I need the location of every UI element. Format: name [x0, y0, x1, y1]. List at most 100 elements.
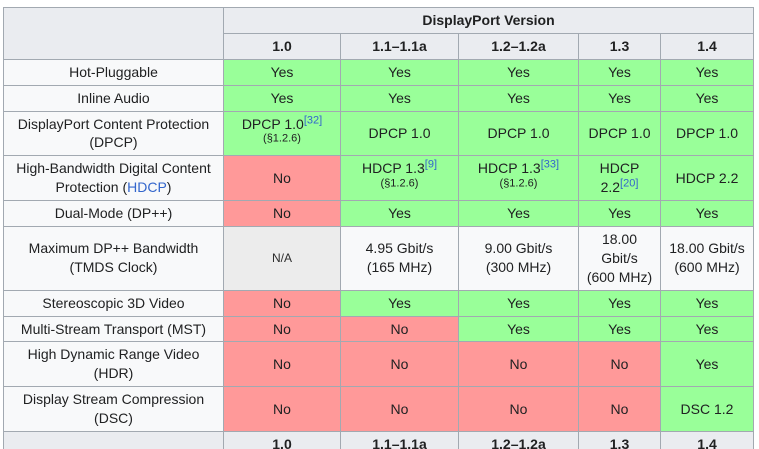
status-cell: No — [223, 200, 341, 228]
reference-link[interactable]: [20] — [620, 177, 639, 190]
version-header: 1.2–1.2a — [458, 32, 579, 60]
table-row: Inline Audio Yes Yes Yes Yes Yes — [3, 84, 755, 112]
status-cell: Yes — [458, 58, 579, 86]
status-cell: Yes — [458, 315, 579, 343]
status-cell: HDCP 1.3[9] (§1.2.6) — [340, 155, 459, 202]
status-cell: Yes — [458, 289, 579, 317]
cell-value: Yes — [388, 294, 411, 311]
section-note-sup: (§1.2.6) — [380, 177, 419, 190]
version-header-row-bottom: 1.0 1.1–1.1a 1.2–1.2a 1.3 1.4 — [3, 431, 755, 449]
cell-value: DPCP 1.0 — [368, 125, 431, 141]
cell-value: DPCP 1.0 — [241, 115, 304, 132]
version-header-row-top: 1.0 1.1–1.1a 1.2–1.2a 1.3 1.4 — [4, 32, 755, 60]
cell-value: Yes — [507, 89, 530, 106]
table-title-row: DisplayPort Version — [3, 7, 755, 60]
cell-value: No — [610, 355, 629, 372]
cell-value: No — [390, 400, 409, 417]
version-header: 1.3 — [578, 32, 661, 60]
cell-value-line2: (165 MHz) — [366, 259, 433, 276]
cell-value: No — [273, 169, 291, 186]
corner-cell-bottom — [3, 431, 224, 449]
status-cell: Yes — [340, 200, 459, 228]
cell-value: Yes — [608, 63, 631, 80]
cell-value: Yes — [695, 355, 719, 372]
status-cell: No — [578, 386, 661, 433]
section-note-sup: (§1.2.6) — [499, 177, 538, 190]
cell-value: Yes — [507, 63, 530, 80]
table-title-top: DisplayPort Version — [222, 7, 755, 34]
cell-value: Yes — [388, 205, 411, 222]
reference-link[interactable]: [32] — [303, 113, 323, 126]
row-label: Inline Audio — [3, 84, 224, 112]
cell-value: DSC 1.2 — [680, 400, 734, 417]
status-cell: 18.00 Gbit/s (600 MHz) — [578, 226, 661, 291]
reference-link[interactable]: [33] — [540, 158, 560, 171]
cell-value: HDCP 1.3 — [477, 160, 541, 177]
status-cell: No — [458, 386, 579, 433]
cell-value-line2: (300 MHz) — [485, 259, 552, 276]
cell-value: Yes — [695, 63, 719, 80]
status-cell: Yes — [578, 200, 661, 228]
status-cell: HDCP 1.3[33](§1.2.6) — [458, 155, 579, 202]
cell-value: No — [273, 400, 291, 417]
cell-value: Yes — [608, 205, 631, 222]
status-cell: No — [223, 341, 341, 388]
cell-value: DPCP 1.0 — [487, 125, 550, 141]
row-label: Multi-Stream Transport (MST) — [3, 315, 224, 343]
status-cell: No — [223, 289, 341, 317]
table-row: Stereoscopic 3D Video No Yes Yes Yes Yes — [3, 289, 755, 317]
cell-value: No — [610, 400, 629, 417]
version-header: 1.1–1.1a — [340, 431, 459, 449]
row-label: Hot-Pluggable — [3, 58, 224, 86]
status-cell: Yes — [458, 84, 579, 112]
status-cell: Yes — [340, 289, 459, 317]
version-header: 1.0 — [223, 431, 341, 449]
hdcp-link[interactable]: HDCP — [127, 179, 167, 196]
cell-value: Yes — [388, 63, 411, 80]
cell-value: DPCP 1.0 — [676, 125, 739, 141]
status-cell: Yes — [578, 84, 661, 112]
status-cell: Yes — [578, 58, 661, 86]
version-header: 1.4 — [659, 32, 755, 60]
status-cell: HDCP 2.2 — [659, 155, 755, 202]
cell-value: 4.95 Gbit/s — [365, 240, 434, 257]
cell-value: 18.00 Gbit/s — [669, 240, 745, 257]
cell-value: HDCP 2.2 — [675, 169, 739, 186]
cell-value: No — [273, 320, 291, 337]
status-cell: DSC 1.2 — [659, 386, 755, 433]
cell-value: DPCP 1.0 — [588, 125, 651, 141]
status-cell: Yes — [223, 58, 341, 86]
reference-link[interactable]: [9] — [424, 158, 437, 171]
cell-value: Yes — [608, 89, 631, 106]
status-cell: No — [578, 341, 661, 388]
table-row: Maximum DP++ Bandwidth (TMDS Clock) N/A 4.… — [3, 226, 755, 291]
status-cell: DPCP 1.0 — [458, 110, 579, 157]
table-row: Multi-Stream Transport (MST) No No Yes Yes Ye… — [3, 315, 755, 343]
status-cell: Yes — [659, 200, 755, 228]
status-cell: Yes — [659, 58, 755, 86]
table-row: Dual-Mode (DP++) No Yes Yes Yes Yes — [3, 200, 755, 228]
cell-value: Yes — [695, 294, 719, 311]
cell-value: 18.00 Gbit/s — [601, 231, 638, 266]
status-cell: N/A — [223, 226, 341, 291]
status-cell: HDCP 2.2[20] — [578, 155, 661, 202]
status-cell: 9.00 Gbit/s (300 MHz) — [458, 226, 579, 291]
status-cell: Yes — [659, 315, 755, 343]
cell-value: Yes — [695, 89, 719, 106]
status-cell: Yes — [659, 341, 755, 388]
displayport-version-table: DisplayPort Version 1.0 1.1–1.1a 1.2–1.2a 1… — [3, 7, 755, 449]
version-header: 1.4 — [659, 431, 755, 449]
status-cell: Yes — [659, 289, 755, 317]
status-cell: Yes — [659, 84, 755, 112]
reference-sup: [20] — [620, 178, 638, 190]
cell-value: Yes — [608, 320, 631, 337]
row-label: Stereoscopic 3D Video — [3, 289, 224, 317]
row-label: Display Stream Compression (DSC) — [3, 386, 224, 433]
cell-value: No — [390, 320, 409, 337]
status-cell: Yes — [578, 315, 661, 343]
cell-value: No — [509, 400, 528, 417]
cell-value: No — [273, 205, 291, 222]
status-cell: Yes — [340, 84, 459, 112]
reference-sup: [32] — [304, 114, 322, 126]
cell-value-line2: (600 MHz) — [674, 259, 740, 276]
